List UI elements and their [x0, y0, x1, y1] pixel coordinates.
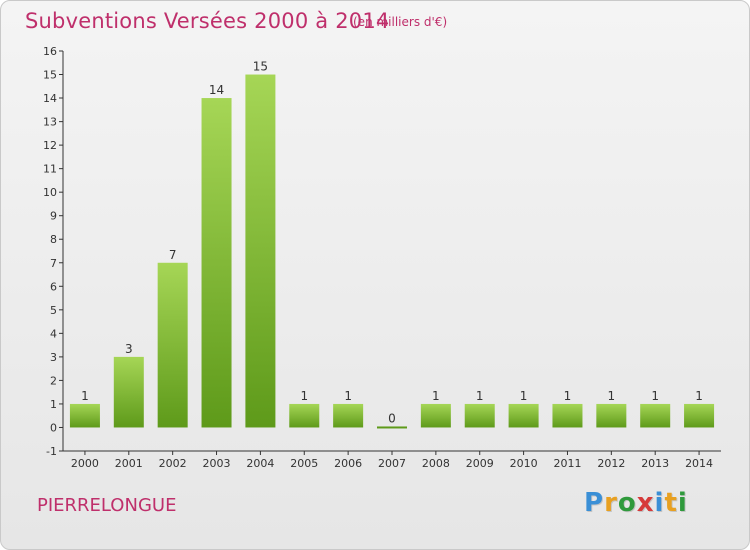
- y-tick-label: -1: [46, 445, 57, 458]
- y-tick-label: 13: [43, 116, 57, 129]
- bar-value-label: 1: [651, 389, 659, 403]
- x-tick-label: 2007: [378, 457, 406, 470]
- bar: [596, 403, 627, 428]
- x-tick-label: 2013: [641, 457, 669, 470]
- y-tick-label: 2: [50, 374, 57, 387]
- logo-letter: o: [617, 488, 637, 518]
- x-tick-label: 2000: [71, 457, 99, 470]
- place-name: PIERRELONGUE: [37, 495, 177, 516]
- chart-title: Subventions Versées 2000 à 2014: [25, 9, 390, 33]
- y-tick-label: 10: [43, 186, 57, 199]
- bar-value-label: 1: [432, 389, 440, 403]
- bar-value-label: 1: [344, 389, 352, 403]
- x-tick-label: 2003: [203, 457, 231, 470]
- bar: [113, 356, 144, 428]
- bar: [157, 262, 188, 428]
- x-tick-label: 2005: [290, 457, 318, 470]
- x-tick-label: 2011: [553, 457, 581, 470]
- x-tick-label: 2006: [334, 457, 362, 470]
- bar: [508, 403, 539, 428]
- bar-value-label: 0: [388, 411, 396, 425]
- logo-letter: x: [636, 488, 655, 518]
- y-tick-label: 7: [50, 257, 57, 270]
- y-tick-label: 1: [50, 398, 57, 411]
- y-tick-label: 14: [43, 92, 57, 105]
- bar-value-label: 15: [253, 60, 268, 74]
- y-tick-label: 15: [43, 69, 57, 82]
- bar-value-label: 1: [81, 389, 89, 403]
- bar: [640, 403, 671, 428]
- y-tick-label: 16: [43, 45, 57, 58]
- bar-value-label: 1: [476, 389, 484, 403]
- y-tick-label: 9: [50, 210, 57, 223]
- logo-letter: r: [604, 488, 618, 518]
- bar-value-label: 1: [564, 389, 572, 403]
- y-tick-label: 11: [43, 163, 57, 176]
- x-tick-label: 2009: [466, 457, 494, 470]
- bar: [420, 403, 451, 428]
- logo-letter: P: [584, 488, 605, 518]
- y-tick-label: 8: [50, 233, 57, 246]
- bar-value-label: 3: [125, 342, 133, 356]
- x-tick-label: 2001: [115, 457, 143, 470]
- y-tick-label: 3: [50, 351, 57, 364]
- y-tick-label: 12: [43, 139, 57, 152]
- x-tick-label: 2004: [246, 457, 274, 470]
- chart-unit: (en milliers d'€): [353, 15, 448, 29]
- x-tick-label: 2002: [159, 457, 187, 470]
- bar-value-label: 1: [520, 389, 528, 403]
- logo-letter: i: [654, 488, 665, 518]
- bar: [69, 403, 100, 428]
- x-tick-label: 2008: [422, 457, 450, 470]
- bar-value-label: 14: [209, 83, 224, 97]
- bar-value-label: 7: [169, 248, 177, 262]
- bar: [684, 403, 715, 428]
- x-tick-label: 2010: [510, 457, 538, 470]
- proxiti-logo[interactable]: Proxiti: [584, 488, 688, 518]
- bar: [464, 403, 495, 428]
- logo-letter: t: [664, 488, 678, 518]
- bar: [289, 403, 320, 428]
- y-tick-label: 5: [50, 304, 57, 317]
- y-tick-label: 0: [50, 421, 57, 434]
- bar: [377, 426, 407, 429]
- x-tick-label: 2014: [685, 457, 713, 470]
- y-tick-label: 4: [50, 327, 57, 340]
- bar: [201, 98, 232, 428]
- bar-value-label: 1: [300, 389, 308, 403]
- bar-value-label: 1: [695, 389, 703, 403]
- bar: [333, 403, 364, 428]
- logo-letter: i: [677, 488, 688, 518]
- bar-value-label: 1: [608, 389, 616, 403]
- bar: [552, 403, 583, 428]
- bar: [245, 74, 276, 428]
- y-tick-label: 6: [50, 280, 57, 293]
- x-tick-label: 2012: [597, 457, 625, 470]
